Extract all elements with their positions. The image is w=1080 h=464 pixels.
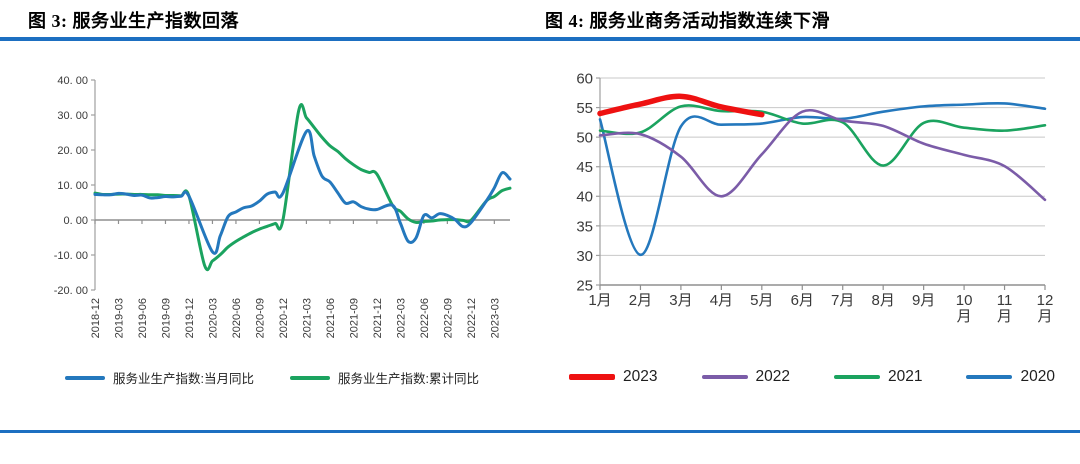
svg-text:10: 10 <box>956 292 973 309</box>
svg-text:25: 25 <box>576 277 593 294</box>
svg-text:月: 月 <box>957 308 972 325</box>
svg-text:2021-09: 2021-09 <box>348 298 360 338</box>
svg-text:40. 00: 40. 00 <box>57 75 88 87</box>
series-line-2021 <box>598 104 1047 167</box>
legend-label: 2020 <box>1020 368 1055 385</box>
svg-text:3月: 3月 <box>669 292 692 309</box>
bottom-divider <box>0 430 1080 433</box>
svg-text:2021-03: 2021-03 <box>301 298 313 338</box>
svg-text:40: 40 <box>576 189 593 206</box>
figure3: 40. 00 30. 00 20. 00 10. 00 0. 00 -10. 00 -20.… <box>4 46 540 387</box>
svg-text:0. 00: 0. 00 <box>64 215 88 227</box>
y-axis-labels: 25 30 35 40 45 50 55 60 <box>576 70 593 294</box>
svg-text:8月: 8月 <box>872 292 895 309</box>
svg-text:10. 00: 10. 00 <box>57 180 88 192</box>
legend-line-swatch <box>65 375 106 380</box>
gridlines <box>600 77 1045 286</box>
svg-text:2022-09: 2022-09 <box>442 298 454 338</box>
svg-text:2019-06: 2019-06 <box>137 298 149 338</box>
svg-text:30. 00: 30. 00 <box>57 110 88 122</box>
figure4-title: 图 4: 服务业商务活动指数连续下滑 <box>545 11 830 31</box>
svg-text:2020-09: 2020-09 <box>254 298 266 338</box>
svg-text:9月: 9月 <box>912 292 935 309</box>
svg-text:2023-03: 2023-03 <box>489 298 501 338</box>
legend-item-2020: 2020 <box>966 368 1055 386</box>
legend-item-服务业生产指数:当月同比: 服务业生产指数:当月同比 <box>65 368 254 387</box>
svg-text:30: 30 <box>576 248 593 265</box>
legend-line-swatch <box>290 375 330 380</box>
figure3-chart: 40. 00 30. 00 20. 00 10. 00 0. 00 -10. 00 -20.… <box>54 75 512 338</box>
svg-text:2019-09: 2019-09 <box>160 298 172 338</box>
y-axis <box>596 77 601 286</box>
x-axis-labels: 2018-12 2019-03 2019-06 2019-09 2019-12 2020-… <box>90 298 501 338</box>
figure4-legend: 2023 2022 2021 2020 <box>548 368 1076 386</box>
svg-text:2022-12: 2022-12 <box>466 298 478 338</box>
legend-line-swatch <box>834 375 880 379</box>
svg-text:45: 45 <box>576 159 593 176</box>
legend-label: 2023 <box>623 368 658 385</box>
series-line-2020 <box>598 101 1047 257</box>
svg-text:6月: 6月 <box>791 292 814 309</box>
legend-label: 2022 <box>755 368 790 385</box>
svg-text:4月: 4月 <box>710 292 733 309</box>
svg-text:55: 55 <box>576 100 593 117</box>
legend-item-2022: 2022 <box>701 368 790 386</box>
svg-text:60: 60 <box>576 70 593 87</box>
series-line-服务业生产指数:当月同比 <box>93 128 512 255</box>
svg-text:50: 50 <box>576 130 593 147</box>
legend-label: 服务业生产指数:当月同比 <box>113 372 254 386</box>
top-divider <box>0 37 1080 41</box>
svg-text:5月: 5月 <box>750 292 773 309</box>
svg-text:35: 35 <box>576 218 593 235</box>
legend-line-swatch <box>966 375 1013 379</box>
legend-item-2021: 2021 <box>834 368 922 386</box>
svg-text:-20. 00: -20. 00 <box>54 285 88 297</box>
svg-text:20. 00: 20. 00 <box>57 145 88 157</box>
svg-text:11: 11 <box>997 292 1013 309</box>
svg-text:月: 月 <box>997 308 1012 325</box>
svg-text:2021-12: 2021-12 <box>372 298 384 338</box>
legend-label: 2021 <box>888 368 923 385</box>
svg-text:7月: 7月 <box>831 292 854 309</box>
y-axis-labels: 40. 00 30. 00 20. 00 10. 00 0. 00 -10. 00 -20.… <box>54 75 88 297</box>
figure3-legend: 服务业生产指数:当月同比 服务业生产指数:累计同比 <box>4 368 540 387</box>
x-axis <box>599 284 1046 290</box>
svg-text:2020-06: 2020-06 <box>231 298 243 338</box>
series-line-服务业生产指数:累计同比 <box>93 103 512 272</box>
svg-text:2019-03: 2019-03 <box>113 298 125 338</box>
legend-line-swatch <box>569 374 616 380</box>
svg-text:1月: 1月 <box>588 292 611 309</box>
series-line-2023 <box>597 93 765 118</box>
svg-text:2021-06: 2021-06 <box>325 298 337 338</box>
figure3-title: 图 3: 服务业生产指数回落 <box>28 11 239 31</box>
svg-text:2月: 2月 <box>629 292 652 309</box>
series-line-2022 <box>598 109 1047 202</box>
figure4: 25 30 35 40 45 50 55 60 1月 2月 3月 4月 5月 6月 7月 8月 9月 10 月 11 月… <box>548 46 1076 386</box>
legend-label: 服务业生产指数:累计同比 <box>338 372 479 386</box>
legend-line-swatch <box>701 375 748 379</box>
legend-item-2023: 2023 <box>569 368 658 386</box>
legend-item-服务业生产指数:累计同比: 服务业生产指数:累计同比 <box>290 368 479 387</box>
svg-text:月: 月 <box>1037 308 1052 325</box>
svg-text:2022-03: 2022-03 <box>395 298 407 338</box>
y-axis <box>91 79 96 291</box>
svg-text:-10. 00: -10. 00 <box>54 250 88 262</box>
svg-text:2020-03: 2020-03 <box>207 298 219 338</box>
svg-text:2018-12: 2018-12 <box>90 298 102 338</box>
svg-text:12: 12 <box>1037 292 1054 309</box>
svg-text:2020-12: 2020-12 <box>278 298 290 338</box>
svg-text:2019-12: 2019-12 <box>184 298 196 338</box>
svg-text:2022-06: 2022-06 <box>419 298 431 338</box>
